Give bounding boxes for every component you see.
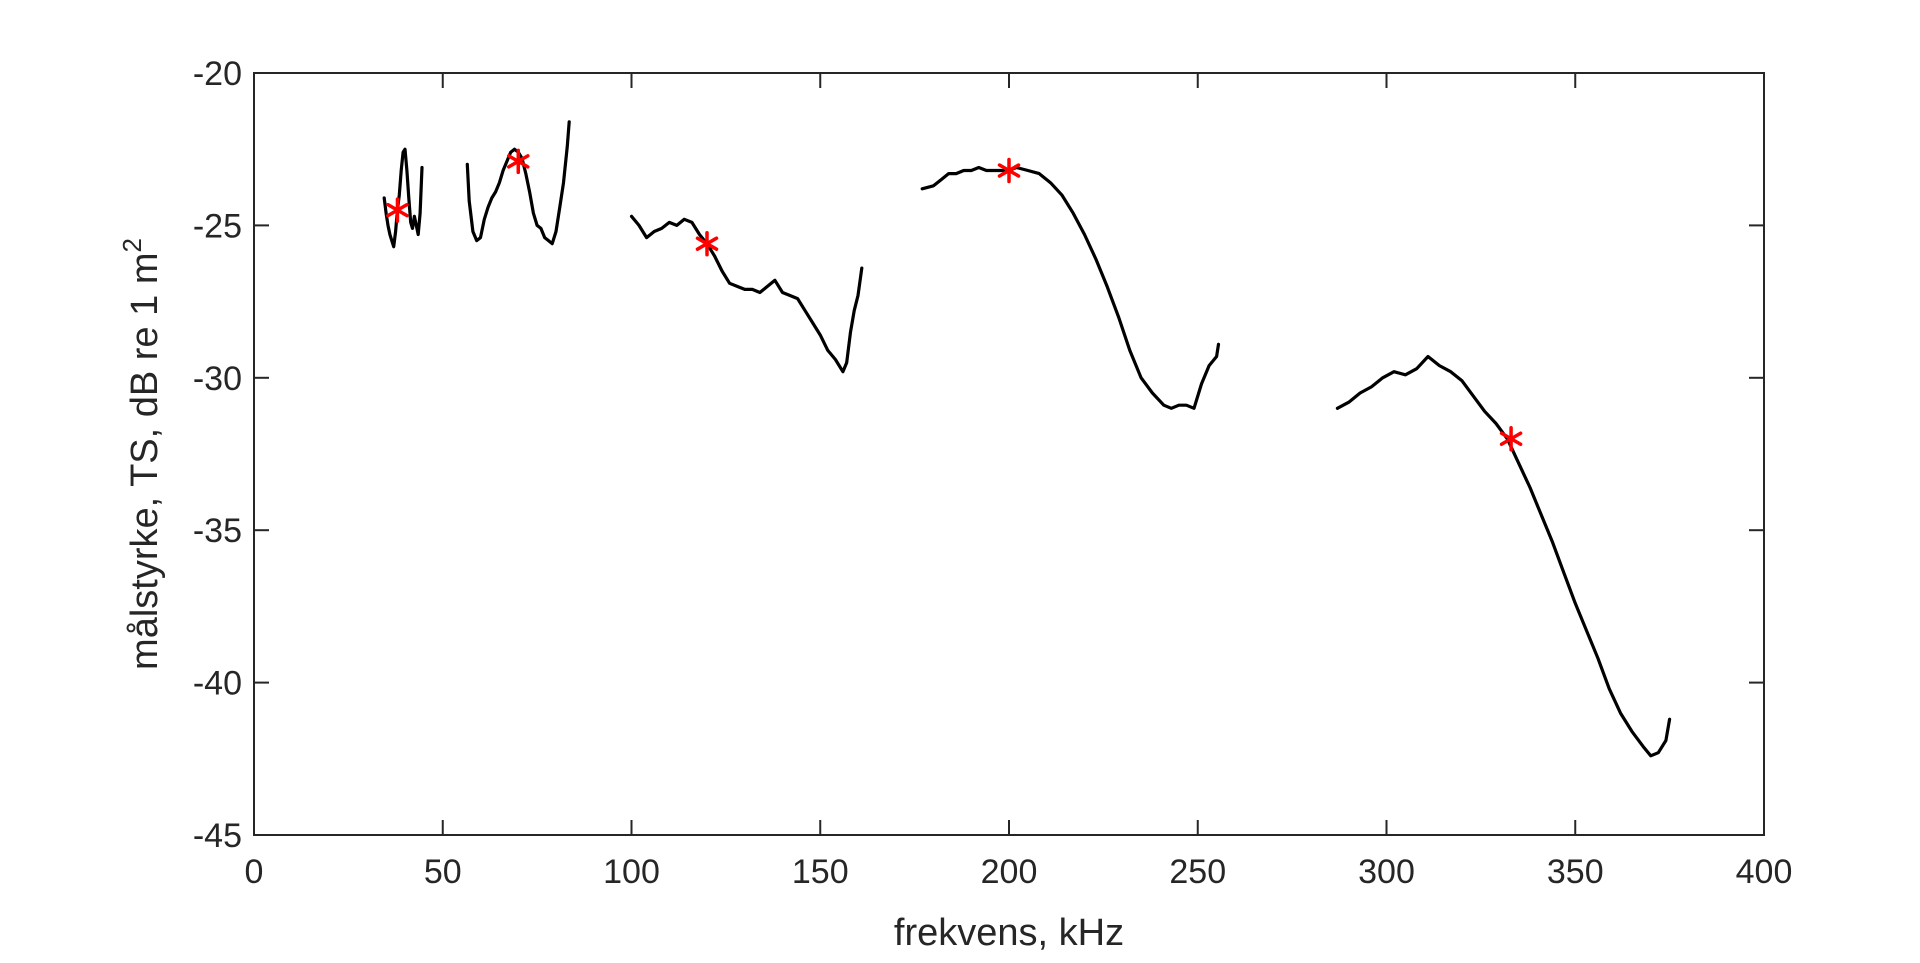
series-line-3 — [629, 214, 864, 374]
x-tick-label: 300 — [1358, 853, 1415, 891]
y-axis-label: målstyrke, TS, dB re 1 m2 — [117, 238, 166, 670]
marker-point-1 — [386, 197, 409, 223]
x-axis-label: frekvens, kHz — [894, 912, 1124, 954]
y-axis-ticks: -45 -40 -35 -30 -25 -20 — [193, 55, 1764, 855]
y-tick-label: -40 — [193, 665, 242, 703]
y-tick-label: -30 — [193, 360, 242, 398]
x-tick-label: 200 — [981, 853, 1038, 891]
y-axis-label-main: målstyrke, TS, dB re 1 m — [124, 253, 166, 670]
x-tick-label: 400 — [1736, 853, 1793, 891]
x-axis-ticks: 0 50 100 150 200 250 300 350 400 — [245, 73, 1793, 891]
plot-area — [254, 73, 1764, 835]
marker-point-3 — [695, 230, 719, 257]
series-lines — [382, 120, 1672, 758]
y-tick-label: -20 — [193, 55, 242, 93]
plot-frame — [253, 72, 1765, 836]
marker-point-2 — [506, 148, 530, 175]
marker-point-4 — [997, 157, 1021, 184]
data-markers — [386, 148, 1523, 452]
marker-point-5 — [1499, 426, 1523, 452]
y-tick-label: -45 — [193, 817, 242, 855]
y-tick-label: -25 — [193, 207, 242, 245]
x-tick-label: 250 — [1169, 853, 1226, 891]
x-tick-label: 350 — [1547, 853, 1604, 891]
x-tick-label: 50 — [424, 853, 462, 891]
x-tick-label: 0 — [245, 853, 264, 891]
x-tick-label: 100 — [603, 853, 660, 891]
series-line-5 — [1335, 354, 1672, 758]
series-line-1 — [382, 147, 424, 249]
y-tick-label: -35 — [193, 512, 242, 550]
x-tick-label: 150 — [792, 853, 849, 891]
series-line-4 — [920, 165, 1221, 410]
y-axis-label-superscript: 2 — [117, 238, 147, 252]
